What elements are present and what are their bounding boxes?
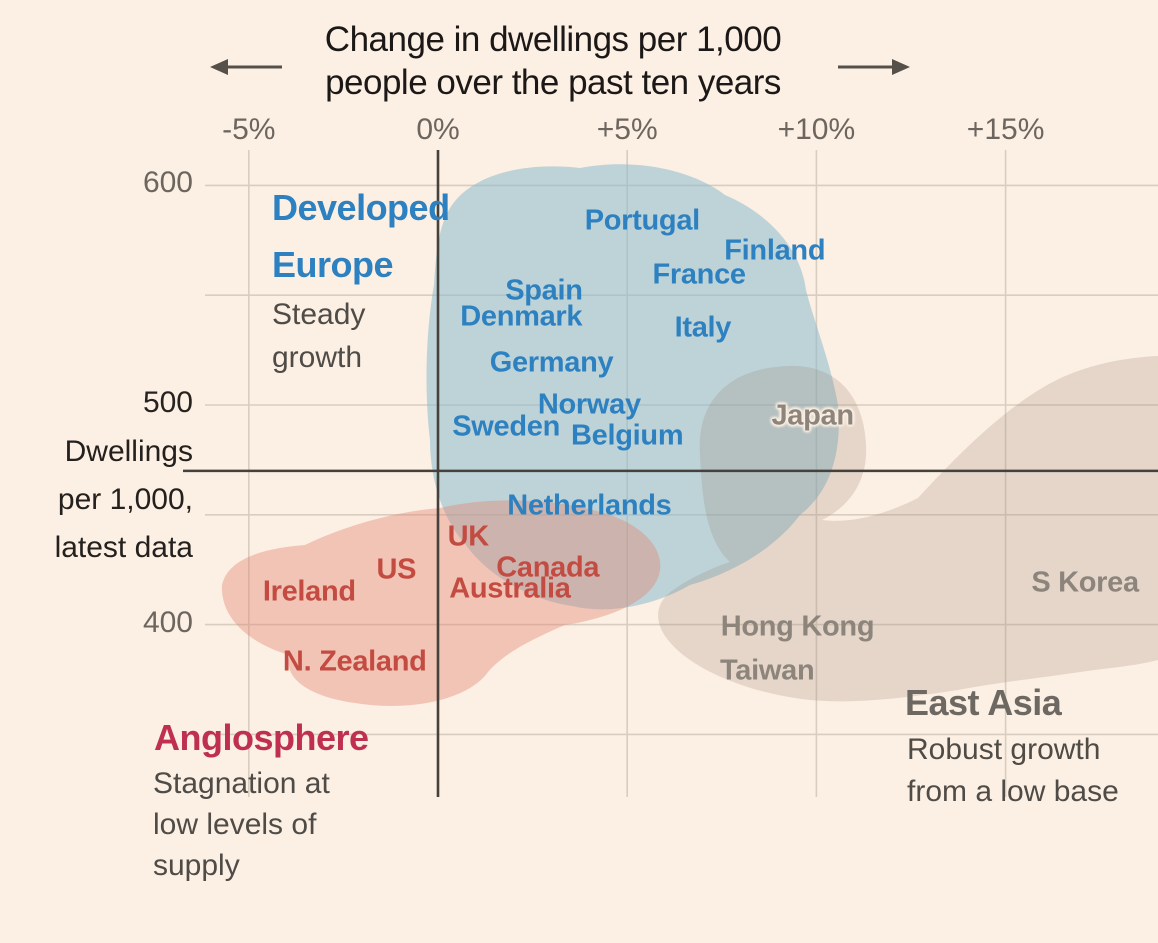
x-tick-+15%: +15% xyxy=(966,113,1045,146)
x-tick-0%: 0% xyxy=(416,113,460,146)
country-label-netherlands: Netherlands xyxy=(507,489,672,522)
x-axis-arrows xyxy=(210,59,910,75)
country-label-s-korea: S Korea xyxy=(1031,566,1139,599)
blob-anglosphere xyxy=(221,500,661,706)
country-label-taiwan: Taiwan xyxy=(720,654,815,687)
x-tick-+10%: +10% xyxy=(777,113,856,146)
country-label-uk: UK xyxy=(447,520,490,553)
country-label-japan: Japan xyxy=(771,399,854,432)
country-label-italy: Italy xyxy=(674,311,732,344)
country-label-portugal: Portugal xyxy=(584,204,701,237)
country-label-hong-kong: Hong Kong xyxy=(720,610,875,643)
group-header-developed-europe: Developed Europe xyxy=(272,187,450,285)
axis-dark-lines xyxy=(183,150,1158,797)
x-tick--5%: -5% xyxy=(222,113,276,146)
right-arrow-head xyxy=(892,59,910,75)
blob-developed-europe xyxy=(426,164,839,610)
group-subtitle-anglosphere: Stagnation at low levels of supply xyxy=(153,767,330,882)
chart-title-line1: Change in dwellings per 1,000 xyxy=(324,20,782,59)
left-arrow-head xyxy=(210,59,228,75)
country-label-sweden: Sweden xyxy=(452,410,561,443)
blob-east-asia xyxy=(658,356,1158,702)
country-label-n-zealand: N. Zealand xyxy=(282,645,427,678)
country-label-australia: Australia xyxy=(449,572,571,605)
country-label-belgium: Belgium xyxy=(571,419,684,452)
y-tick-600: 600 xyxy=(142,166,193,200)
y-tick-500: 500 xyxy=(142,386,193,419)
country-label-norway: Norway xyxy=(537,388,641,421)
y-tick-400: 400 xyxy=(142,605,193,639)
group-subtitle-developed-europe: Steady growth xyxy=(272,298,366,374)
group-header-east-asia: East Asia xyxy=(905,682,1062,723)
country-label-finland: Finland xyxy=(724,234,826,267)
country-label-spain: Spain xyxy=(505,274,583,307)
y-axis-title: Dwellings per 1,000, latest data xyxy=(54,435,193,564)
country-label-germany: Germany xyxy=(489,346,614,379)
country-label-ireland: Ireland xyxy=(262,575,356,608)
group-subtitle-east-asia: Robust growth from a low base xyxy=(907,733,1119,808)
country-label-us: US xyxy=(376,553,417,586)
x-tick-+5%: +5% xyxy=(596,113,658,146)
country-label-canada: Canada xyxy=(496,551,600,583)
country-label-denmark: Denmark xyxy=(460,300,583,333)
group-header-anglosphere: Anglosphere xyxy=(154,717,369,758)
group-blobs xyxy=(221,164,1158,706)
country-label-france: France xyxy=(652,258,746,291)
chart-title-line2: people over the past ten years xyxy=(325,63,781,102)
